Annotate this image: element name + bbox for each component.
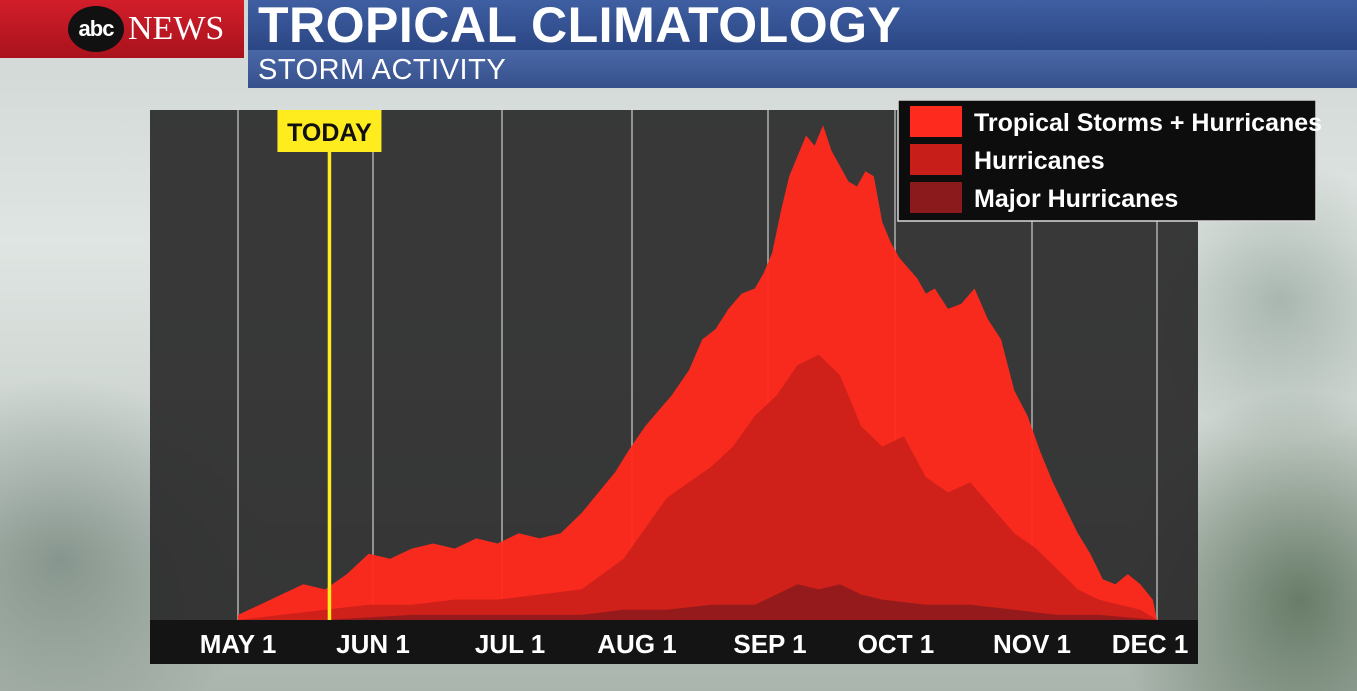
legend-label: Major Hurricanes (974, 185, 1178, 213)
page-title: TROPICAL CLIMATOLOGY (258, 0, 902, 53)
x-tick-label: SEP 1 (733, 629, 806, 659)
x-tick-label: NOV 1 (993, 629, 1071, 659)
x-tick-label: AUG 1 (597, 629, 676, 659)
legend-swatch (910, 182, 962, 213)
area-hurricanes (238, 354, 1157, 620)
legend-box (897, 99, 1317, 222)
x-tick-label: MAY 1 (200, 629, 277, 659)
subtitle-banner: STORM ACTIVITY (248, 50, 1357, 88)
x-tick-label: JUL 1 (475, 629, 545, 659)
abc-news-logo: abc NEWS (0, 0, 244, 58)
today-label-box (277, 110, 382, 152)
x-tick-label: JUN 1 (336, 629, 410, 659)
area-major-hurricanes (238, 584, 1157, 620)
abc-logo-circle: abc (68, 6, 124, 52)
x-tick-label: DEC 1 (1112, 629, 1189, 659)
page-subtitle: STORM ACTIVITY (258, 54, 507, 86)
legend-label: Tropical Storms + Hurricanes (974, 109, 1322, 137)
legend-swatch (910, 144, 962, 175)
x-axis-band (150, 620, 1198, 664)
x-tick-label: OCT 1 (858, 629, 935, 659)
legend-swatch (910, 106, 962, 137)
legend-label: Hurricanes (974, 147, 1105, 175)
today-label: TODAY (287, 119, 372, 147)
news-logo-word: NEWS (128, 10, 225, 47)
title-banner: TROPICAL CLIMATOLOGY (248, 0, 1357, 53)
